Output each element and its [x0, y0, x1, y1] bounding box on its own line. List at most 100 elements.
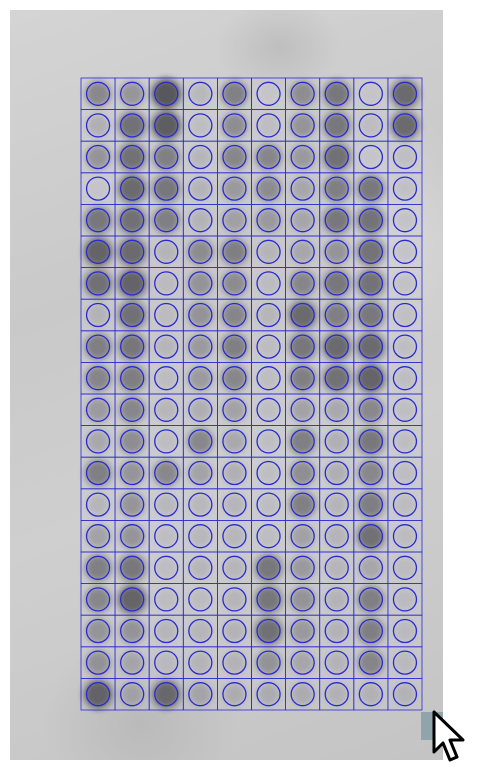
blot-spot	[189, 525, 212, 547]
blot-spot	[357, 586, 384, 613]
measurement-circle	[119, 176, 145, 201]
blot-spot	[325, 683, 348, 706]
measurement-circle	[358, 460, 384, 486]
measurement-circle	[85, 271, 111, 296]
blot-spot	[189, 83, 212, 105]
blot-spot	[290, 81, 316, 107]
measurement-circle	[392, 176, 418, 201]
measurement-circle	[119, 492, 145, 517]
measurement-circle	[222, 176, 247, 201]
measurement-circle	[358, 176, 384, 201]
blot-spot	[356, 363, 386, 393]
blot-spot	[223, 493, 246, 516]
blot-spot	[118, 554, 146, 582]
measurement-circle	[256, 397, 281, 422]
measurement-circle	[256, 144, 281, 170]
blot-spot	[155, 304, 177, 326]
blot-spot	[85, 554, 112, 581]
measurement-circle	[188, 208, 213, 233]
blot-spot	[189, 209, 212, 232]
blot-spot	[118, 174, 147, 203]
measurement-circle	[222, 460, 247, 486]
measurement-circle	[85, 682, 111, 707]
blot-spot	[221, 80, 248, 107]
measurement-circle	[154, 524, 179, 549]
blot-spot	[394, 272, 416, 294]
blot-spot	[118, 111, 146, 140]
measurement-circle	[290, 397, 315, 422]
measurement-circle	[392, 366, 418, 391]
measurement-circle	[358, 113, 384, 138]
measurement-circle	[154, 682, 179, 707]
blot-spot	[290, 145, 315, 169]
measurement-circle	[256, 587, 281, 612]
measurement-circle	[85, 239, 111, 264]
measurement-circle	[154, 334, 179, 359]
measurement-circle	[188, 650, 213, 675]
blot-spot	[256, 176, 282, 202]
measurement-circle	[119, 397, 145, 422]
blot-spot	[390, 79, 419, 108]
blot-spot	[119, 81, 145, 107]
measurement-circle	[256, 271, 281, 296]
blot-spot	[86, 114, 110, 137]
blot-spot	[223, 651, 246, 674]
blot-spot	[357, 269, 385, 298]
blot-spot	[360, 114, 382, 136]
measurement-circle	[290, 208, 315, 233]
measurement-circle	[256, 239, 281, 264]
blot-spot	[223, 525, 246, 547]
measurement-circle	[392, 302, 418, 328]
blot-spot	[118, 237, 147, 266]
blot-spot	[189, 177, 212, 200]
measurement-circle	[85, 650, 111, 675]
measurement-circle	[154, 429, 179, 454]
blot-spot	[155, 367, 177, 389]
measurement-circle	[290, 81, 315, 106]
blot-spot	[394, 146, 416, 168]
measurement-circle	[188, 334, 213, 359]
blot-spot	[390, 111, 419, 140]
measurement-circle	[290, 618, 315, 644]
blot-spot	[155, 241, 177, 263]
blot-spot	[189, 493, 212, 516]
measurement-circle	[324, 492, 349, 517]
blot-spot	[222, 398, 247, 422]
blot-spot	[87, 304, 110, 326]
blot-spot	[325, 588, 348, 611]
blot-spot	[394, 620, 416, 642]
blot-spot	[360, 146, 382, 168]
measurement-circle	[392, 524, 418, 549]
measurement-circle	[290, 176, 315, 201]
blot-spot	[289, 365, 316, 392]
measurement-circle	[85, 208, 111, 233]
measurement-circle	[85, 302, 111, 328]
blot-spot	[323, 302, 350, 328]
measurement-circle	[154, 618, 179, 644]
measurement-circle	[324, 144, 349, 170]
blot-spot	[83, 237, 113, 267]
circle-layer	[85, 81, 418, 707]
blot-spot	[357, 238, 385, 266]
measurement-circle	[290, 682, 315, 707]
measurement-circle	[222, 650, 247, 675]
measurement-circle	[222, 113, 247, 138]
measurement-circle	[85, 176, 111, 201]
blot-spot	[155, 588, 177, 610]
blot-spot	[289, 333, 317, 361]
measurement-circle	[392, 81, 418, 106]
blot-spot	[155, 652, 177, 674]
blot-spot	[86, 429, 110, 453]
blot-spot	[322, 332, 351, 361]
blot-spot	[187, 239, 213, 265]
blot-spot	[290, 587, 315, 612]
blot-spot	[120, 651, 144, 675]
measurement-circle	[188, 302, 213, 328]
measurement-circle	[358, 302, 384, 328]
measurement-circle	[290, 524, 315, 549]
blot-spot	[258, 525, 280, 547]
measurement-circle	[154, 587, 179, 612]
blot-spot	[118, 206, 146, 234]
blot-spot	[257, 304, 280, 326]
measurement-circle	[188, 492, 213, 517]
